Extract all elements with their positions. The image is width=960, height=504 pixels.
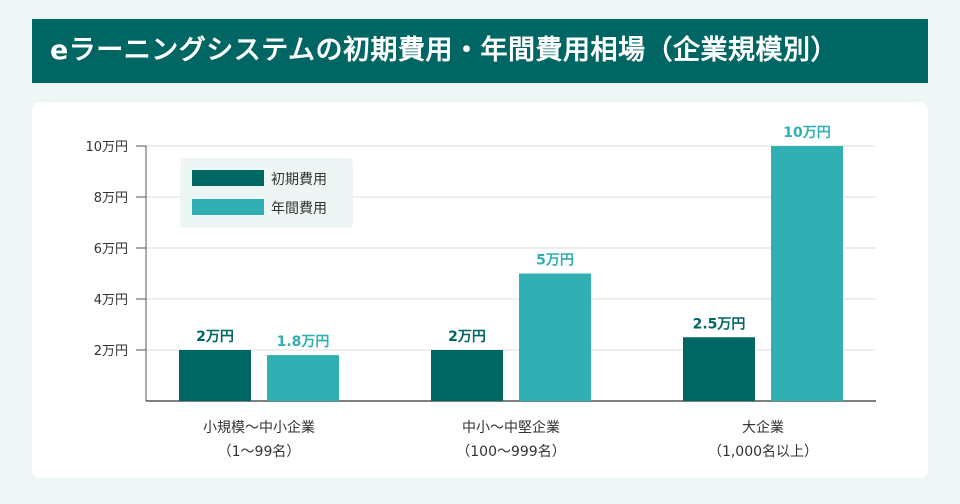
bar-annual [519, 273, 591, 401]
x-tick-label: 小規模〜中小企業 [203, 419, 315, 436]
legend-box [180, 158, 353, 228]
data-label: 2万円 [196, 329, 234, 345]
legend-swatch [192, 199, 264, 215]
bar-annual [771, 146, 843, 401]
y-tick-label: 2万円 [94, 344, 128, 359]
legend-swatch [192, 170, 264, 186]
data-label: 2.5万円 [693, 316, 746, 332]
y-tick-label: 10万円 [85, 140, 128, 155]
x-tick-label-sub: （1〜99名） [218, 444, 301, 460]
x-tick-label: 大企業 [742, 419, 784, 436]
data-label: 1.8万円 [277, 334, 330, 350]
y-tick-label: 8万円 [94, 191, 128, 206]
page-title: eラーニングシステムの初期費用・年間費用相場（企業規模別） [32, 19, 928, 83]
y-tick-label: 6万円 [94, 242, 128, 257]
bar-initial [431, 350, 503, 401]
x-tick-label-sub: （1,000名以上） [708, 444, 818, 460]
legend-label: 年間費用 [271, 201, 327, 217]
data-label: 10万円 [783, 125, 830, 141]
data-label: 5万円 [536, 253, 574, 269]
x-tick-label-sub: （100〜999名） [456, 444, 565, 460]
data-label: 2万円 [448, 329, 486, 345]
y-tick-label: 4万円 [94, 293, 128, 308]
legend-label: 初期費用 [271, 171, 327, 188]
x-tick-label: 中小〜中堅企業 [462, 419, 560, 436]
bar-initial [179, 350, 251, 401]
bar-initial [683, 337, 755, 401]
bar-annual [267, 355, 339, 401]
